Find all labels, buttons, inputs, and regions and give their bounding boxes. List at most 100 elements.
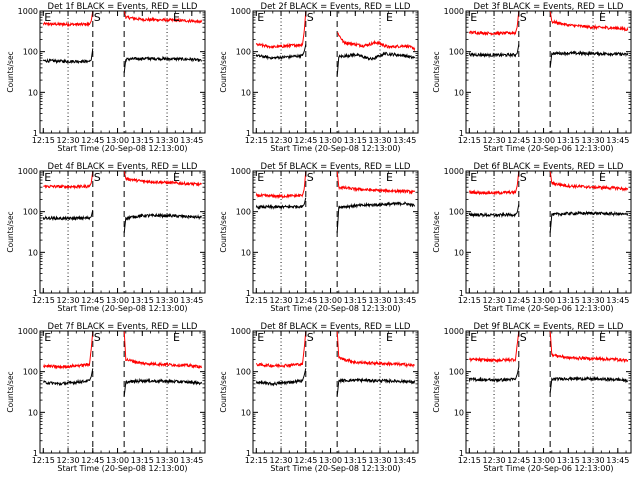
y-tick-label: 10 [28, 248, 38, 257]
y-axis-label: Counts/sec [219, 51, 228, 92]
x-tick-label: 13:15 [557, 456, 580, 465]
y-tick-label: 10 [28, 88, 38, 97]
x-tick-label: 13:30 [582, 296, 605, 305]
series-line [549, 330, 629, 364]
x-tick-label: 13:15 [557, 136, 580, 145]
x-axis-label: Start Time (20-Sep-08 12:13:00) [270, 464, 400, 473]
panel-title: Det 8f BLACK = Events, RED = LLD [261, 322, 411, 332]
x-tick-label: 12:30 [57, 136, 80, 145]
series-line [255, 197, 307, 210]
x-tick-label: 12:45 [507, 456, 530, 465]
event-marker-label: E [470, 11, 477, 24]
series-line [42, 209, 94, 222]
y-tick-label: 100 [23, 208, 38, 217]
x-tick-label: 13:45 [393, 456, 416, 465]
plot-frame [465, 10, 632, 134]
x-tick-label: 12:30 [483, 296, 506, 305]
x-tick-label: 13:30 [582, 136, 605, 145]
x-axis-label: Start Time (20-Sep-06 12:13:00) [483, 304, 613, 313]
y-tick-label: 1000 [231, 7, 251, 16]
x-tick-label: 13:00 [106, 456, 129, 465]
event-marker-label: E [386, 11, 393, 24]
series-line [43, 330, 94, 370]
y-tick-label: 1000 [444, 7, 464, 16]
panel-title: Det 4f BLACK = Events, RED = LLD [48, 162, 198, 172]
x-tick-label: 13:00 [319, 136, 342, 145]
x-tick-label: 12:45 [294, 456, 317, 465]
y-tick-label: 10 [454, 88, 464, 97]
plot-frame [252, 170, 419, 294]
x-tick-label: 12:30 [57, 296, 80, 305]
y-tick-label: 100 [236, 368, 251, 377]
series-line [123, 212, 202, 233]
series-line [337, 32, 416, 52]
x-tick-label: 12:15 [32, 456, 55, 465]
x-tick-label: 13:00 [532, 136, 555, 145]
x-tick-label: 13:45 [393, 296, 416, 305]
plot-frame [39, 330, 206, 454]
detector-panel: Det 6f BLACK = Events, RED = LLD 1 10 100 10… [432, 162, 632, 313]
series-line [123, 55, 202, 73]
plot-frame [252, 10, 419, 134]
y-tick-label: 100 [236, 208, 251, 217]
x-tick-label: 13:30 [156, 456, 179, 465]
x-tick-label: 12:30 [270, 296, 293, 305]
event-marker-label: E [599, 11, 606, 24]
x-tick-label: 13:45 [606, 456, 629, 465]
y-tick-label: 1 [246, 449, 251, 458]
x-axis-label: Start Time (20-Sep-08 12:13:00) [57, 304, 187, 313]
y-tick-label: 10 [241, 88, 251, 97]
x-tick-label: 13:30 [156, 296, 179, 305]
event-marker-label: E [173, 331, 180, 344]
event-marker-label: S [94, 11, 101, 24]
x-axis-label: Start Time (20-Sep-06 12:13:00) [483, 464, 613, 473]
series-line [123, 330, 203, 369]
x-axis-label: Start Time (20-Sep-08 12:13:00) [57, 144, 187, 153]
series-line [468, 10, 520, 37]
series-line [336, 201, 416, 233]
event-marker-label: E [257, 331, 264, 344]
x-tick-label: 13:45 [180, 456, 203, 465]
series-line [549, 10, 629, 32]
event-marker-label: S [307, 171, 314, 184]
y-axis-label: Counts/sec [6, 211, 15, 252]
y-tick-label: 1 [33, 449, 38, 458]
x-tick-label: 12:45 [294, 296, 317, 305]
plot-frame [465, 330, 632, 454]
detector-panel: Det 8f BLACK = Events, RED = LLD 1 10 100 10… [219, 322, 419, 473]
y-tick-label: 100 [449, 368, 464, 377]
x-tick-label: 13:00 [532, 296, 555, 305]
panel-title: Det 1f BLACK = Events, RED = LLD [48, 2, 198, 12]
x-tick-label: 13:15 [344, 456, 367, 465]
series-line [549, 210, 629, 233]
series-line [123, 10, 203, 24]
x-axis-label: Start Time (20-Sep-08 12:13:00) [57, 464, 187, 473]
x-tick-label: 13:30 [369, 456, 392, 465]
detector-panel: Det 1f BLACK = Events, RED = LLD 1 10 100 10… [6, 2, 206, 153]
series-line [549, 170, 629, 192]
detector-panel: Det 5f BLACK = Events, RED = LLD 1 10 100 10… [219, 162, 419, 313]
x-tick-label: 13:45 [180, 136, 203, 145]
x-tick-label: 13:45 [606, 136, 629, 145]
x-tick-label: 12:45 [507, 296, 530, 305]
event-marker-label: E [173, 171, 180, 184]
x-tick-label: 13:15 [344, 136, 367, 145]
y-tick-label: 10 [241, 408, 251, 417]
x-tick-label: 13:00 [106, 136, 129, 145]
x-tick-label: 13:00 [532, 456, 555, 465]
plot-frame [39, 170, 206, 294]
x-tick-label: 13:30 [156, 136, 179, 145]
series-line [43, 368, 94, 387]
y-tick-label: 1000 [444, 327, 464, 336]
x-tick-label: 13:30 [369, 136, 392, 145]
event-marker-label: E [257, 11, 264, 24]
x-tick-label: 13:15 [557, 296, 580, 305]
series-line [549, 50, 629, 68]
x-tick-label: 12:45 [507, 136, 530, 145]
y-tick-label: 100 [23, 48, 38, 57]
series-line [336, 377, 416, 397]
x-tick-label: 12:15 [458, 136, 481, 145]
plot-frame [252, 330, 419, 454]
series-line [42, 48, 94, 65]
